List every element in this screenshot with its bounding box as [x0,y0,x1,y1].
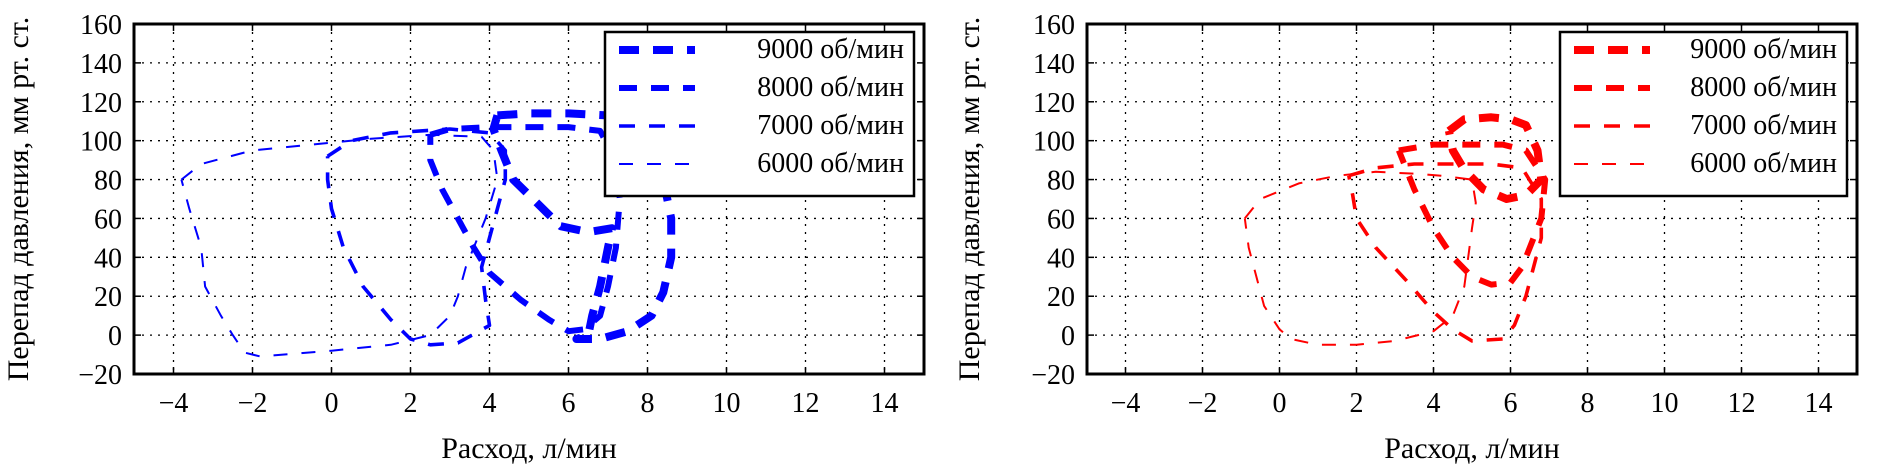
x-tick-label: 12 [1728,388,1756,419]
x-tick-label: 2 [1350,388,1364,419]
legend-label: 7000 об/мин [757,110,904,141]
legend-label: 7000 об/мин [1690,110,1837,141]
legend-label: 9000 об/мин [1690,34,1837,65]
y-tick-label: 20 [94,282,122,313]
y-axis-label: Перепад давления, мм рт. ст. [953,17,986,382]
x-tick-label: 6 [562,388,576,419]
y-tick-label: −20 [1031,360,1075,391]
series-line-2 [1347,162,1544,343]
y-tick-label: 60 [1047,204,1075,235]
x-tick-label: 0 [325,388,339,419]
legend-label: 9000 об/мин [757,34,904,65]
x-tick-label: 12 [792,388,820,419]
x-tick-label: 0 [1273,388,1287,419]
y-tick-label: 160 [1033,10,1075,41]
y-axis-label: Перепад давления, мм рт. ст. [2,17,35,382]
y-tick-label: 140 [1033,49,1075,80]
series-line-3 [180,133,499,358]
y-tick-label: 80 [94,166,122,197]
plot-frame [1085,22,1859,376]
x-tick-label: 8 [1581,388,1595,419]
x-tick-label: −2 [238,388,268,419]
legend-box [1558,30,1849,198]
x-tick-label: −4 [1111,388,1141,419]
y-tick-label: 100 [80,127,122,158]
legend-label: 8000 об/мин [1690,72,1837,103]
series-line-1 [1396,141,1549,288]
y-tick-label: −20 [78,360,122,391]
plot-frame [132,22,926,376]
y-tick-label: 0 [1061,321,1075,352]
y-tick-label: 60 [94,204,122,235]
x-tick-label: 10 [713,388,741,419]
series-line-2 [325,127,508,347]
series-line-1 [427,124,623,335]
y-tick-label: 120 [80,88,122,119]
chart-left-blue: −4 −2 0 2 4 6 8 10 12 14160140120100806040200−20Р… [2,10,926,465]
legend-label: 6000 об/мин [1690,148,1837,179]
x-tick-label: 14 [1805,388,1833,419]
x-tick-label: 6 [1504,388,1518,419]
y-tick-label: 80 [1047,166,1075,197]
x-tick-label: 8 [641,388,655,419]
series-line-0 [1444,113,1546,203]
legend-label: 8000 об/мин [757,72,904,103]
y-tick-label: 0 [108,321,122,352]
x-axis-label: Расход, л/мин [1384,432,1560,465]
y-tick-label: 100 [1033,127,1075,158]
series-line-3 [1243,170,1477,346]
x-tick-label: 4 [1427,388,1441,419]
y-tick-label: 140 [80,49,122,80]
x-tick-label: 10 [1651,388,1679,419]
y-tick-label: 40 [94,243,122,274]
x-tick-label: −4 [159,388,189,419]
y-tick-label: 20 [1047,282,1075,313]
legend-box [603,30,916,198]
x-axis-label: Расход, л/мин [441,432,617,465]
y-tick-label: 160 [80,10,122,41]
y-tick-label: 40 [1047,243,1075,274]
x-tick-label: 14 [871,388,899,419]
x-tick-label: −2 [1188,388,1218,419]
chart-right-red: −4 −2 0 2 4 6 8 10 12 14160140120100806040200−20Р… [953,10,1859,465]
x-tick-label: 2 [404,388,418,419]
legend-label: 6000 об/мин [757,148,904,179]
y-tick-label: 120 [1033,88,1075,119]
x-tick-label: 4 [483,388,497,419]
